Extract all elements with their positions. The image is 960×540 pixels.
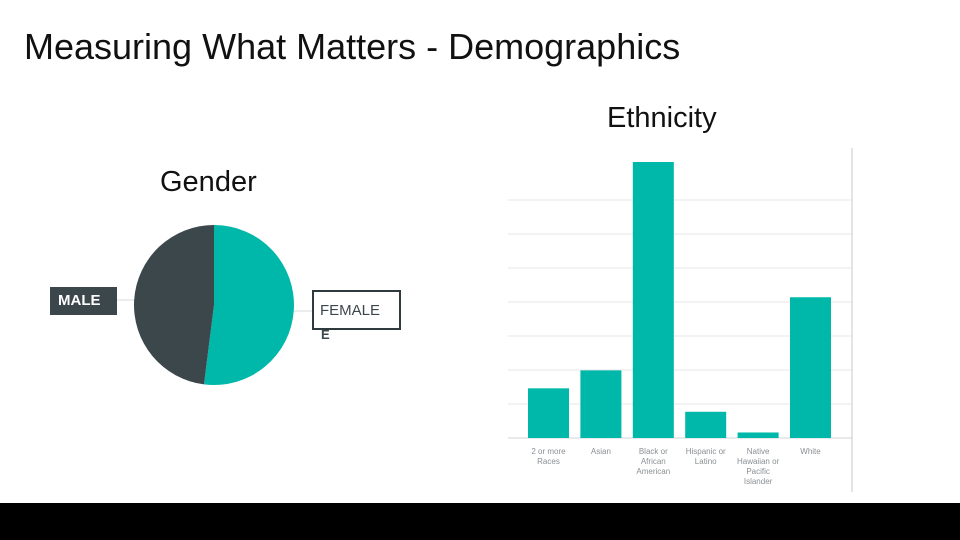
bar-category-label: White <box>800 447 821 456</box>
ethnicity-bar-chart: 2 or more Races Asian Black or African Americ… <box>508 148 853 492</box>
bar-category-label: Asian <box>591 447 611 456</box>
bar-category-label-line: Islander <box>744 477 773 486</box>
bar-category-label-line: American <box>636 467 670 476</box>
bar-1 <box>580 370 622 438</box>
gender-pie-chart <box>117 225 312 385</box>
gender-chart-title: Gender <box>160 166 257 198</box>
ethnicity-chart-title: Ethnicity <box>607 102 717 134</box>
bar-category-label: Native Hawaiian or Pacific Islander <box>737 447 780 486</box>
bar-category-label: Hispanic or Latino <box>686 447 726 466</box>
bar-category-label: 2 or more Races <box>531 447 566 466</box>
bar-category-label-line: 2 or more <box>531 447 566 456</box>
bar-category-label-line: Pacific <box>746 467 770 476</box>
bar-2 <box>632 162 674 438</box>
pie-slice-female <box>203 225 295 385</box>
bar-category-label-line: African <box>641 457 666 466</box>
bar-category-label-line: Native <box>747 447 770 456</box>
slide-title: Measuring What Matters - Demographics <box>24 26 681 67</box>
bar-category-label-line: Races <box>537 457 560 466</box>
pie-label-male: MALE <box>50 287 117 315</box>
bar-category-label: Black or African American <box>636 447 670 476</box>
bar-5 <box>790 297 831 438</box>
bar-category-label-line: Hawaiian or <box>737 457 780 466</box>
bar-category-label-line: Asian <box>591 447 611 456</box>
bar-0 <box>528 388 569 438</box>
bar-3 <box>685 411 727 438</box>
pie-label-female-overflow: E <box>321 327 330 342</box>
pie-slice-male <box>134 225 214 385</box>
bar-category-label-line: White <box>800 447 821 456</box>
bar-category-label-line: Hispanic or <box>686 447 726 456</box>
bar-category-label-line: Black or <box>639 447 668 456</box>
bar-category-label-line: Latino <box>695 457 717 466</box>
bottom-bar <box>0 503 960 540</box>
bar-4 <box>737 432 779 438</box>
pie-label-female: FEMALE <box>312 290 401 330</box>
